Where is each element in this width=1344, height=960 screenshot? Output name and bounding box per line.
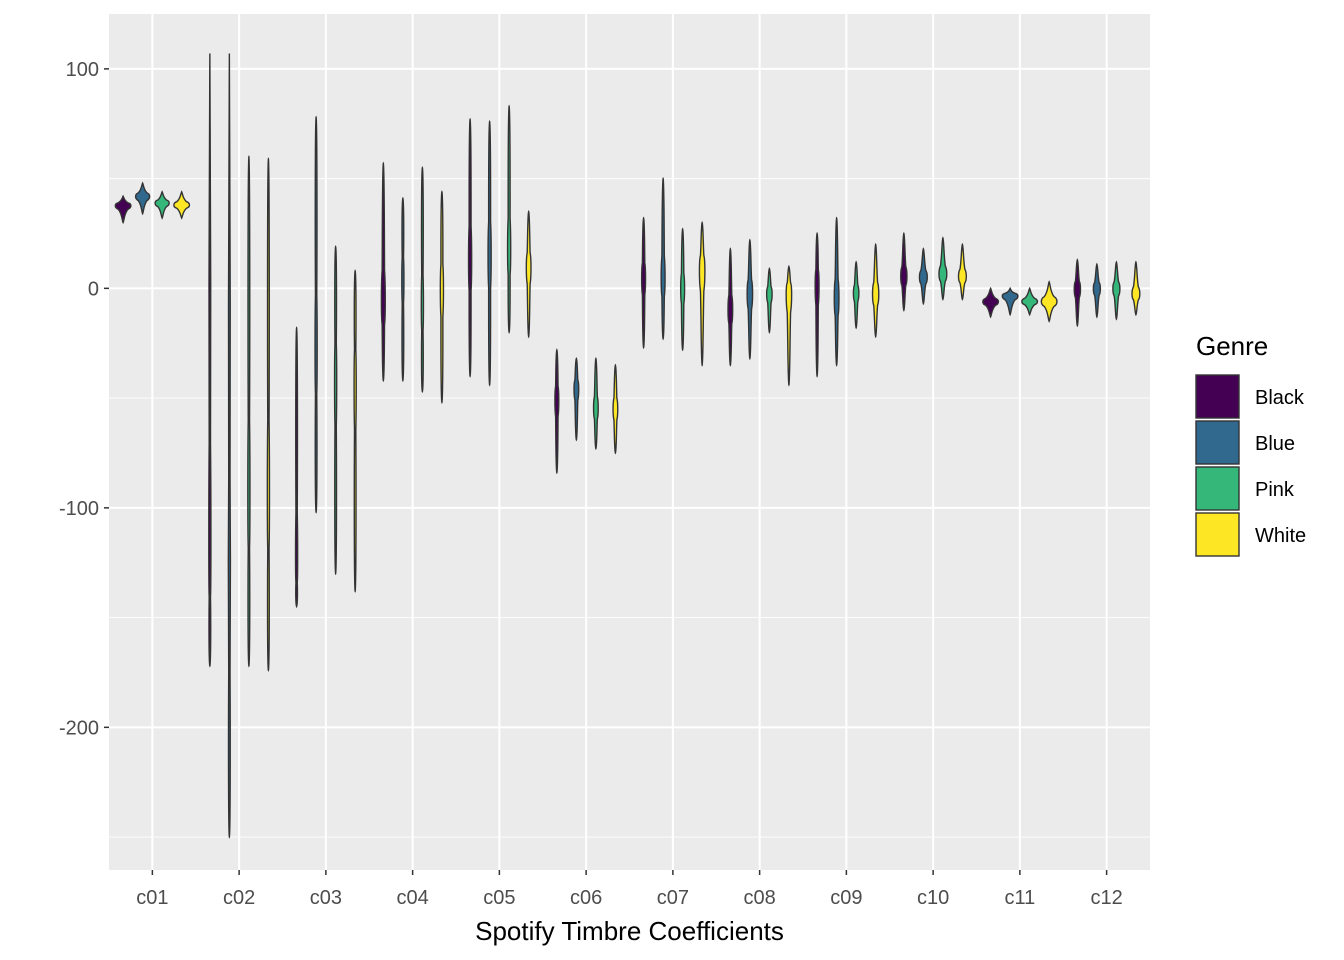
x-tick-label: c01	[136, 887, 168, 909]
x-tick-label: c05	[483, 887, 515, 909]
violin-white-c03	[353, 269, 357, 593]
violin-white-c02	[266, 157, 271, 672]
violin-blue-c04	[401, 196, 405, 383]
major-gridlines	[109, 14, 1150, 870]
violin-pink-c02	[247, 154, 251, 668]
violin-white-c08	[785, 264, 793, 387]
legend-label-pink: Pink	[1255, 479, 1295, 501]
violin-blue-c11	[1001, 286, 1019, 317]
legend: Genre Black Blue Pink White	[1195, 331, 1306, 557]
violin-pink-c11	[1021, 286, 1039, 317]
legend-label-blue: Blue	[1255, 433, 1295, 455]
violin-black-c09	[814, 231, 820, 378]
x-axis: c01 c02 c03 c04 c05 c06 c07 c08 c09 c10 c11 c12	[136, 870, 1123, 909]
violin-black-c12	[1073, 258, 1082, 328]
legend-key-white	[1195, 512, 1240, 557]
violin-pink-c09	[852, 260, 860, 330]
violin-blue-c03	[314, 115, 318, 514]
x-tick-label: c08	[744, 887, 776, 909]
legend-items: Black Blue Pink White	[1195, 374, 1306, 557]
legend-label-white: White	[1255, 525, 1306, 547]
x-tick-label: c09	[830, 887, 862, 909]
violin-white-c04	[439, 190, 445, 405]
y-tick-label: -100	[59, 498, 99, 520]
legend-label-black: Black	[1255, 387, 1305, 409]
violin-black-c01	[114, 194, 132, 225]
violin-white-c09	[871, 242, 880, 339]
violin-pink-c01	[154, 190, 170, 220]
violin-pink-c08	[765, 267, 773, 334]
violin-black-c03	[294, 326, 299, 609]
violin-blue-c10	[918, 247, 928, 306]
violin-pink-c10	[938, 236, 948, 301]
violin-pink-c12	[1112, 260, 1121, 321]
minor-gridlines	[109, 178, 1150, 838]
violin-blue-c08	[746, 238, 754, 361]
x-axis-title: Spotify Timbre Coefficients	[475, 916, 784, 946]
violin-blue-c07	[660, 177, 666, 341]
x-tick-label: c04	[397, 887, 429, 909]
violin-black-c11	[982, 286, 1000, 319]
violin-white-c05	[525, 209, 532, 339]
x-tick-label: c06	[570, 887, 602, 909]
violin-blue-c05	[487, 119, 492, 387]
violin-blue-c09	[833, 216, 840, 367]
x-tick-label: c02	[223, 887, 255, 909]
violin-blue-c12	[1092, 262, 1102, 319]
y-tick-label: 100	[66, 59, 99, 81]
x-tick-label: c11	[1004, 887, 1035, 909]
violin-black-c07	[640, 216, 647, 350]
violin-blue-c01	[134, 181, 151, 216]
legend-title: Genre	[1196, 331, 1268, 361]
legend-key-blue	[1195, 420, 1240, 465]
violin-pink-c03	[333, 245, 338, 576]
violin-white-c10	[957, 242, 968, 301]
violin-black-c06	[554, 348, 560, 475]
violin-white-c07	[698, 220, 706, 367]
y-axis: 100 0 -100 -200	[59, 59, 109, 739]
violin-black-c05	[467, 117, 473, 378]
x-tick-label: c03	[310, 887, 342, 909]
violin-pink-c07	[679, 227, 686, 352]
violins	[114, 51, 1141, 839]
violin-white-c06	[612, 363, 619, 455]
plot-panel	[109, 14, 1150, 870]
violin-blue-c02	[227, 51, 232, 839]
violin-white-c01	[173, 190, 191, 220]
violin-pink-c05	[506, 104, 512, 334]
violin-black-c08	[727, 247, 734, 367]
x-tick-label: c12	[1091, 887, 1123, 909]
y-tick-label: -200	[59, 717, 99, 739]
legend-key-pink	[1195, 466, 1240, 511]
violin-black-c02	[208, 51, 212, 668]
x-tick-label: c07	[657, 887, 689, 909]
violin-white-c12	[1131, 260, 1141, 317]
violin-blue-c06	[573, 357, 580, 442]
violin-pink-c06	[592, 357, 599, 451]
legend-key-black	[1195, 374, 1240, 419]
violin-white-c11	[1040, 280, 1058, 323]
violin-black-c10	[900, 231, 908, 312]
violin-pink-c04	[420, 166, 425, 394]
x-tick-label: c10	[917, 887, 949, 909]
violin-black-c04	[380, 161, 386, 383]
y-tick-label: 0	[88, 278, 99, 300]
